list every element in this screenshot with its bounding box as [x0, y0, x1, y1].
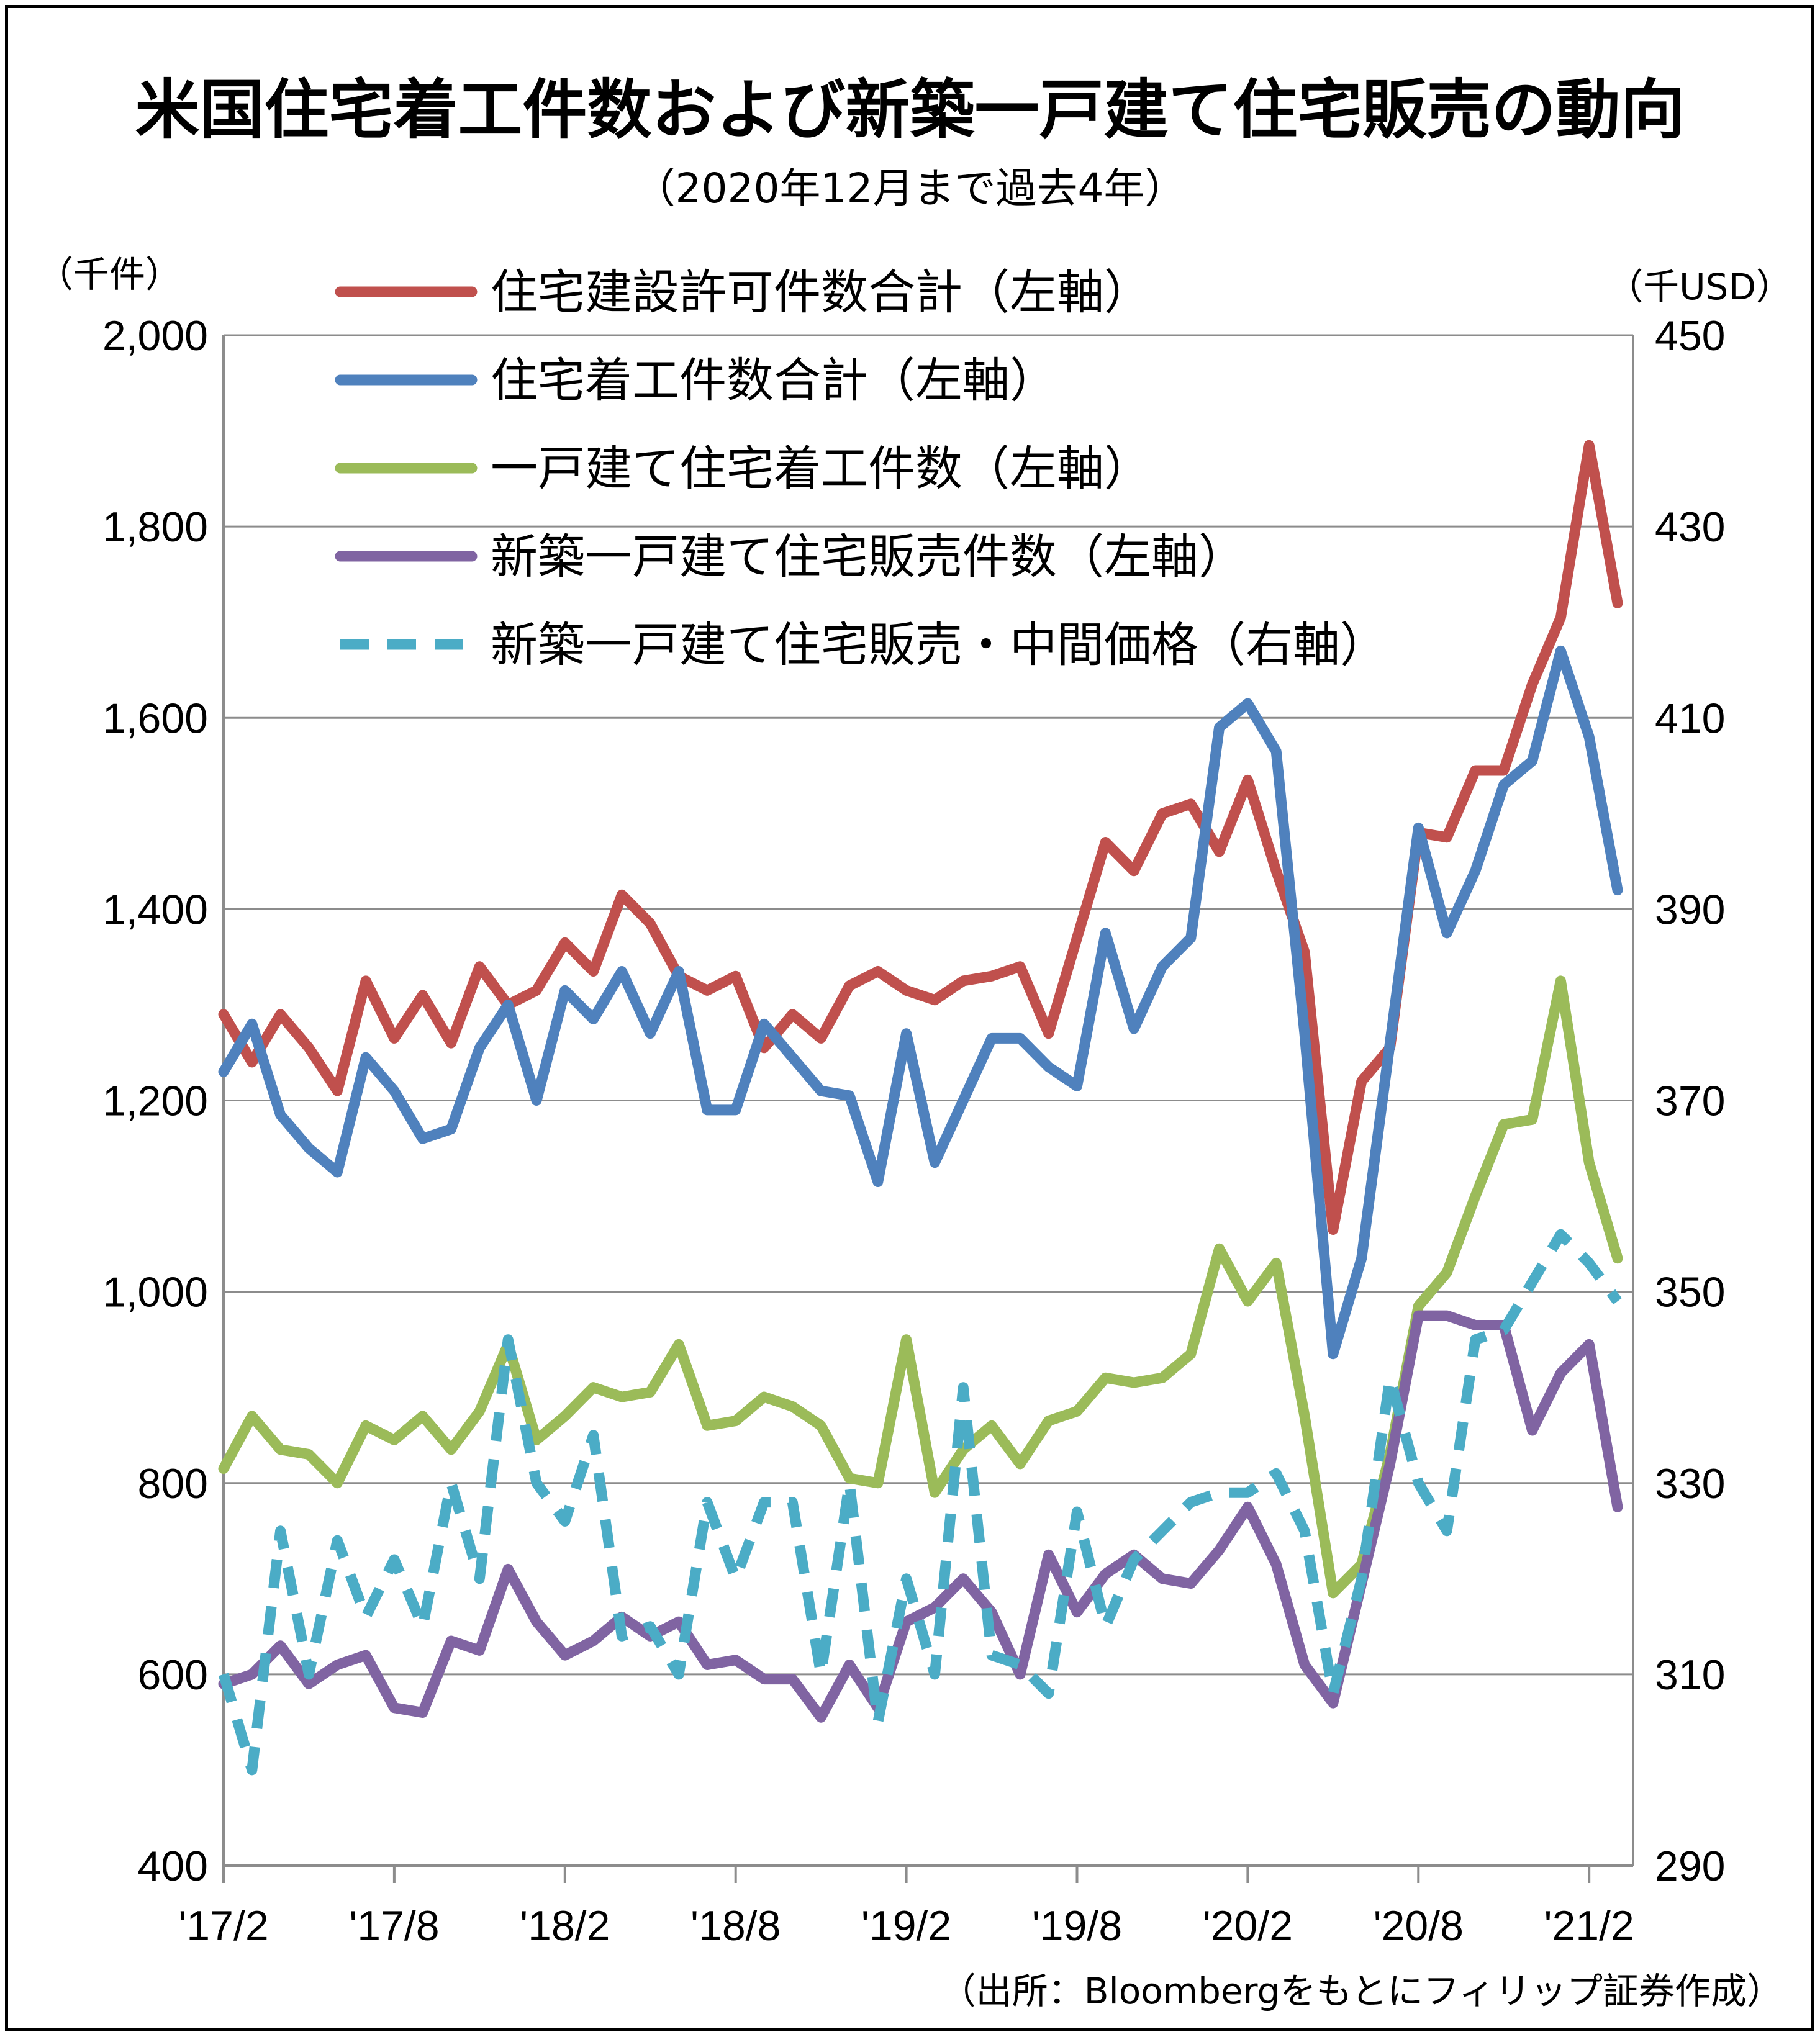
left-tick-label: 2,000 [102, 312, 208, 359]
right-tick-label: 330 [1655, 1460, 1725, 1507]
legend: 住宅建設許可件数合計（左軸） 住宅着工件数合計（左軸） 一戸建て住宅着工件数（左軸）… [335, 264, 1387, 672]
right-tick-label: 450 [1655, 312, 1725, 359]
series-lines [218, 440, 1623, 1776]
right-tick-label: 350 [1655, 1269, 1725, 1316]
x-tick-label: '17/2 [178, 1902, 268, 1949]
legend-label-3: 一戸建て住宅着工件数（左軸） [491, 441, 1151, 496]
x-tick-label: '19/8 [1032, 1902, 1122, 1949]
x-tick-label: '20/8 [1374, 1902, 1464, 1949]
x-tick-label: '19/2 [861, 1902, 951, 1949]
source-note: （出所：Bloombergをもとにフィリップ証券作成） [939, 1970, 1783, 2012]
series-line-2 [218, 645, 1623, 1360]
left-tick-label: 1,600 [102, 695, 208, 742]
left-tick-label: 800 [138, 1460, 208, 1507]
series-line-5 [218, 1229, 1622, 1776]
series-line-3 [218, 975, 1623, 1599]
axes: 2,000 1,800 1,600 1,400 1,200 1,000 800 600 400 4… [102, 312, 1726, 1949]
legend-label-4: 新築一戸建て住宅販売件数（左軸） [491, 529, 1246, 584]
x-tick-label: '20/2 [1203, 1902, 1293, 1949]
right-tick-label: 390 [1655, 886, 1725, 933]
x-tick-label: '18/8 [690, 1902, 781, 1949]
chart-frame [5, 5, 1814, 2031]
left-tick-label: 1,000 [102, 1269, 208, 1316]
series-line-4 [218, 1310, 1623, 1723]
left-axis-unit: （千件） [37, 253, 182, 296]
x-tick-label: '18/2 [520, 1902, 610, 1949]
left-tick-label: 1,400 [102, 886, 208, 933]
right-tick-label: 310 [1655, 1651, 1725, 1699]
chart-subtitle: （2020年12月まで過去4年） [634, 165, 1186, 212]
left-tick-label: 1,200 [102, 1078, 208, 1125]
legend-label-1: 住宅建設許可件数合計（左軸） [491, 264, 1151, 320]
left-tick-label: 400 [138, 1843, 208, 1890]
legend-label-2: 住宅着工件数合計（左軸） [491, 353, 1057, 408]
x-tick-label: '17/8 [349, 1902, 439, 1949]
left-tick-label: 600 [138, 1651, 208, 1699]
left-tick-label: 1,800 [102, 504, 208, 551]
right-tick-label: 410 [1655, 695, 1725, 742]
legend-label-5: 新築一戸建て住宅販売・中間価格（右軸） [491, 617, 1387, 672]
right-tick-label: 430 [1655, 504, 1725, 551]
right-tick-label: 370 [1655, 1078, 1725, 1125]
x-tick-label: '21/2 [1544, 1902, 1634, 1949]
right-tick-label: 290 [1655, 1843, 1725, 1890]
chart-title: 米国住宅着工件数および新築一戸建て住宅販売の動向 [135, 72, 1685, 148]
right-axis-unit: （千USD） [1607, 266, 1792, 308]
